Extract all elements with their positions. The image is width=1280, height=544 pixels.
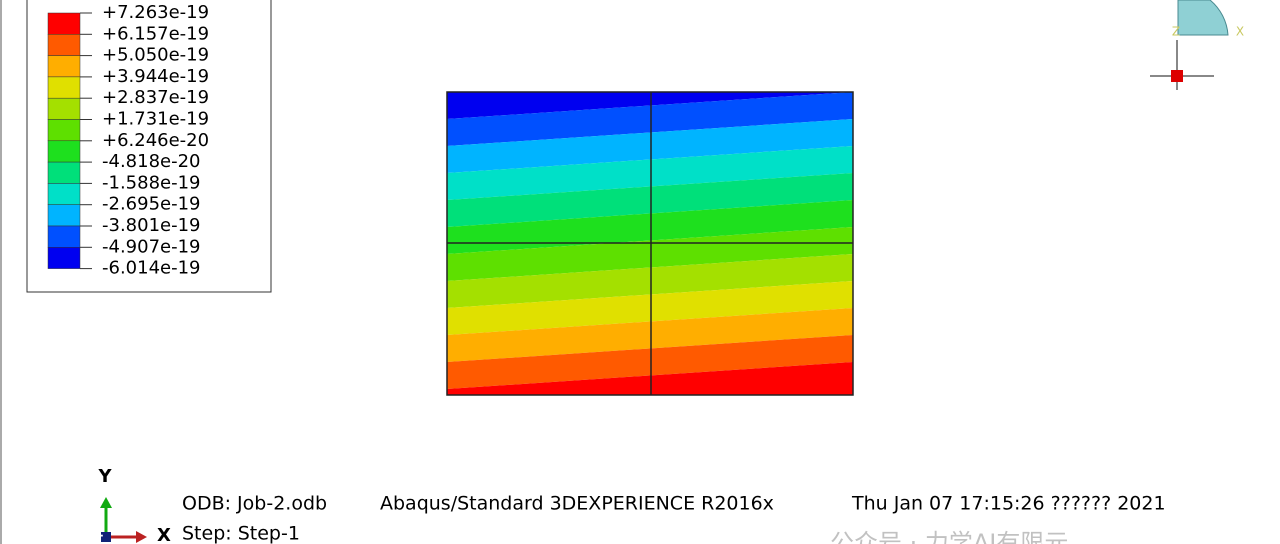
legend: +7.263e-19+6.157e-19+5.050e-19+3.944e-19… — [47, 2, 209, 279]
legend-label: +3.944e-19 — [102, 66, 209, 87]
legend-swatch — [47, 97, 81, 120]
legend-swatch — [47, 225, 81, 248]
legend-swatch — [47, 161, 81, 184]
legend-label: +5.050e-19 — [102, 45, 209, 66]
contour — [447, 92, 853, 395]
triad-x: X — [157, 525, 171, 544]
legend-swatch — [47, 247, 81, 269]
legend-swatch — [47, 140, 81, 163]
legend-label: +6.157e-19 — [102, 23, 209, 44]
view-origin — [1171, 70, 1183, 82]
contour-band — [447, 362, 853, 395]
contour-band — [447, 281, 853, 335]
legend-swatch — [47, 55, 81, 78]
view-x-label: X — [1236, 25, 1244, 39]
contour-band — [447, 92, 853, 146]
contour-band — [447, 308, 853, 362]
legend-label: +1.731e-19 — [102, 109, 209, 130]
triad-y: Y — [97, 466, 112, 487]
legend-label: -4.907e-19 — [102, 236, 201, 257]
legend-label: -4.818e-20 — [102, 151, 201, 172]
legend-label: -6.014e-19 — [102, 258, 201, 279]
legend-label: -2.695e-19 — [102, 194, 201, 215]
solver-label: Abaqus/Standard 3DEXPERIENCE R2016x — [380, 493, 774, 515]
legend-swatch — [47, 183, 81, 205]
legend-label: -1.588e-19 — [102, 172, 201, 193]
legend-label: +2.837e-19 — [102, 87, 209, 108]
date-label: Thu Jan 07 17:15:26 ?????? 2021 — [851, 493, 1166, 515]
z-axis — [101, 532, 111, 542]
contour-band — [447, 335, 853, 389]
view-cube — [1177, 0, 1229, 36]
legend-swatch — [47, 76, 81, 99]
contour-band — [447, 119, 853, 173]
odb-label: ODB: Job-2.odb — [182, 493, 327, 515]
contour-band — [447, 146, 853, 200]
watermark: 公众号 · 力学AI有限元 — [830, 529, 1068, 544]
contour-band — [447, 227, 853, 281]
y-arrow-head — [100, 497, 112, 508]
legend-swatch — [47, 34, 81, 56]
contour-band — [447, 173, 853, 227]
x-arrow-head — [136, 531, 147, 543]
view-z-label: Z — [1172, 25, 1180, 39]
triad-z: Z — [95, 526, 104, 540]
legend-swatch — [47, 12, 81, 35]
contour-band — [447, 200, 853, 254]
contour-band — [447, 254, 853, 308]
legend-label: +7.263e-19 — [102, 2, 209, 23]
legend-label: +6.246e-20 — [102, 130, 209, 151]
step-label: Step: Step-1 — [182, 523, 300, 544]
legend-label: -3.801e-19 — [102, 215, 201, 236]
legend-swatch — [47, 204, 81, 227]
legend-swatch — [47, 119, 81, 142]
